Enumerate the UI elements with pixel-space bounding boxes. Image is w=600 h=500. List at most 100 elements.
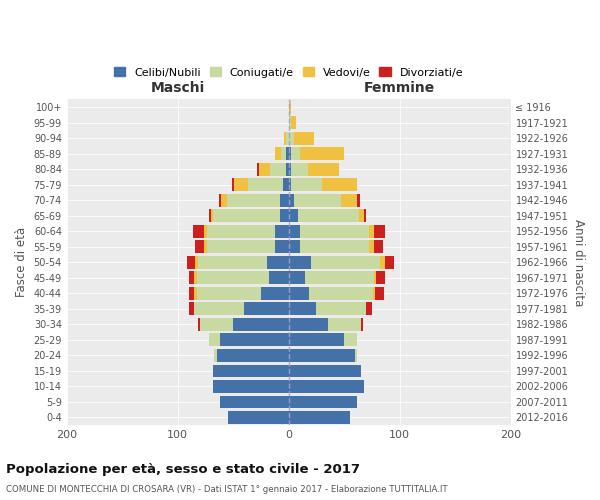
Bar xyxy=(300,225,368,237)
Bar xyxy=(375,287,384,300)
Bar xyxy=(206,225,275,237)
Bar xyxy=(233,318,289,330)
Bar xyxy=(221,194,227,206)
Bar xyxy=(259,163,270,175)
Bar xyxy=(300,240,368,253)
Bar xyxy=(368,225,374,237)
Bar xyxy=(196,256,198,268)
Bar xyxy=(196,240,205,253)
Bar xyxy=(328,318,361,330)
Bar xyxy=(305,272,374,284)
Bar xyxy=(289,163,291,175)
Bar xyxy=(289,132,294,144)
Bar xyxy=(187,256,196,268)
Bar xyxy=(289,349,355,362)
Bar xyxy=(270,163,286,175)
Bar xyxy=(232,178,235,191)
Bar xyxy=(286,132,289,144)
Bar xyxy=(316,302,367,315)
Bar xyxy=(289,178,291,191)
Bar xyxy=(289,411,350,424)
Text: COMUNE DI MONTECCHIA DI CROSARA (VR) - Dati ISTAT 1° gennaio 2017 - Elaborazione: COMUNE DI MONTECCHIA DI CROSARA (VR) - D… xyxy=(6,485,448,494)
Bar xyxy=(289,256,311,268)
Bar xyxy=(275,225,289,237)
Bar xyxy=(289,334,344,346)
Bar xyxy=(266,256,289,268)
Bar xyxy=(344,334,358,346)
Legend: Celibi/Nubili, Coniugati/e, Vedovi/e, Divorziati/e: Celibi/Nubili, Coniugati/e, Vedovi/e, Di… xyxy=(110,62,467,82)
Bar xyxy=(380,256,385,268)
Bar xyxy=(269,272,289,284)
Bar xyxy=(289,148,291,160)
Bar xyxy=(275,148,281,160)
Bar xyxy=(298,210,359,222)
Bar xyxy=(361,318,363,330)
Bar xyxy=(194,272,197,284)
Bar xyxy=(291,148,300,160)
Bar xyxy=(289,101,291,114)
Bar xyxy=(220,396,289,408)
Bar xyxy=(220,334,289,346)
Bar xyxy=(189,302,194,315)
Bar xyxy=(291,163,308,175)
Bar xyxy=(385,256,394,268)
Bar xyxy=(189,272,194,284)
Bar xyxy=(244,302,289,315)
Bar xyxy=(257,163,259,175)
Bar xyxy=(189,287,194,300)
Bar xyxy=(275,240,289,253)
Bar xyxy=(194,287,197,300)
Bar xyxy=(206,240,275,253)
Bar xyxy=(200,318,233,330)
Y-axis label: Anni di nascita: Anni di nascita xyxy=(572,218,585,306)
Bar xyxy=(219,194,221,206)
Bar xyxy=(289,364,361,377)
Bar xyxy=(311,256,380,268)
Bar xyxy=(289,287,308,300)
Bar xyxy=(289,194,294,206)
Bar xyxy=(289,210,298,222)
Bar xyxy=(217,349,289,362)
Bar xyxy=(374,272,376,284)
Bar xyxy=(213,380,289,392)
Bar xyxy=(213,364,289,377)
Bar xyxy=(248,178,283,191)
Bar xyxy=(280,194,289,206)
Bar xyxy=(198,256,266,268)
Bar xyxy=(197,287,261,300)
Bar xyxy=(289,225,300,237)
Bar xyxy=(289,240,300,253)
Bar xyxy=(341,194,358,206)
Bar xyxy=(291,178,322,191)
Bar xyxy=(289,318,328,330)
Bar xyxy=(286,148,289,160)
Bar xyxy=(197,272,269,284)
Bar xyxy=(198,318,200,330)
Bar xyxy=(194,302,244,315)
Bar xyxy=(376,272,385,284)
Bar xyxy=(289,396,358,408)
Bar xyxy=(280,210,289,222)
Bar xyxy=(281,148,286,160)
Bar xyxy=(284,132,286,144)
Bar xyxy=(213,210,280,222)
Bar xyxy=(294,132,314,144)
Bar xyxy=(374,240,383,253)
Bar xyxy=(291,116,296,129)
Bar xyxy=(358,194,360,206)
Bar xyxy=(322,178,358,191)
Bar xyxy=(211,210,213,222)
Bar xyxy=(289,302,316,315)
Bar xyxy=(289,380,364,392)
Bar xyxy=(373,287,375,300)
Bar xyxy=(205,225,206,237)
Bar xyxy=(261,287,289,300)
Bar xyxy=(235,178,248,191)
Bar xyxy=(214,349,217,362)
Bar xyxy=(367,302,372,315)
Text: Femmine: Femmine xyxy=(364,81,435,95)
Bar xyxy=(364,210,367,222)
Bar xyxy=(286,163,289,175)
Bar xyxy=(227,194,280,206)
Bar xyxy=(209,210,211,222)
